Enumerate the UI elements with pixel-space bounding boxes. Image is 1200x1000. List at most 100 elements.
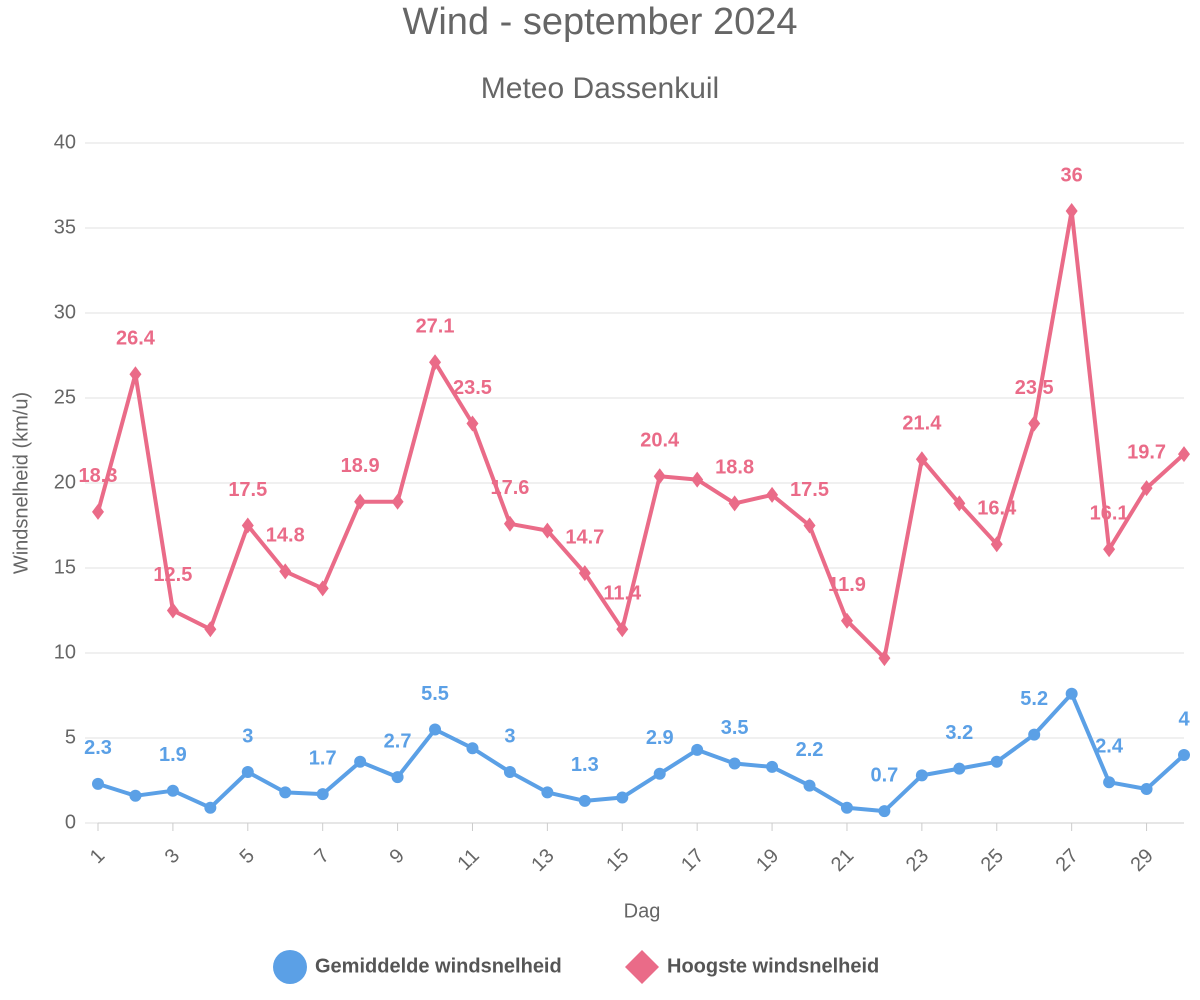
data-label: 23.5	[453, 377, 492, 399]
point	[503, 515, 516, 532]
x-tick-label: 7	[311, 845, 334, 868]
data-label: 19.7	[1127, 441, 1166, 463]
point	[241, 766, 254, 778]
point	[1028, 415, 1041, 432]
data-label: 1.3	[571, 754, 599, 776]
point	[653, 767, 666, 780]
chart-subtitle: Meteo Dassenkuil	[481, 72, 719, 105]
data-label: 2.2	[796, 739, 824, 761]
point	[766, 486, 779, 503]
point	[1065, 687, 1078, 700]
data-label: 3	[242, 725, 253, 747]
legend-marker	[273, 950, 307, 984]
point	[241, 517, 254, 534]
y-tick-label: 10	[54, 641, 76, 663]
data-label: 2.3	[84, 737, 112, 759]
series-line	[97, 691, 1186, 814]
data-label: 11.9	[828, 574, 866, 596]
data-label: 3	[504, 725, 515, 747]
data-label: 3.2	[945, 722, 973, 744]
point	[391, 493, 404, 510]
data-label: 36	[1061, 164, 1083, 186]
x-tick-label: 29	[1127, 845, 1158, 876]
y-axis-label: Windsnelheid (km/u)	[10, 392, 32, 574]
point	[429, 723, 442, 736]
data-label: 1.9	[159, 744, 187, 766]
data-label: 14.7	[565, 526, 604, 548]
point	[92, 503, 104, 520]
data-label: 17.5	[228, 479, 267, 501]
y-tick-label: 0	[65, 811, 76, 833]
data-label: 27.1	[416, 316, 455, 338]
point	[878, 805, 891, 818]
x-tick-label: 27	[1052, 845, 1083, 876]
chart-title: Wind - september 2024	[403, 1, 798, 43]
point	[354, 493, 367, 510]
point	[840, 801, 853, 814]
point	[129, 366, 142, 383]
data-label: 2.7	[384, 730, 412, 752]
data-label: 2.4	[1095, 735, 1124, 757]
data-label: 18.9	[341, 455, 380, 477]
data-label: 18.8	[715, 457, 754, 479]
data-label: 18.3	[79, 465, 118, 487]
series-line	[96, 209, 1186, 661]
data-label: 12.5	[153, 564, 192, 586]
y-tick-label: 40	[54, 131, 76, 153]
point	[429, 354, 442, 371]
point	[691, 471, 704, 488]
point	[92, 777, 104, 790]
point	[840, 612, 853, 629]
x-tick-label: 9	[385, 845, 408, 868]
legend-marker	[625, 950, 659, 984]
point	[1140, 783, 1153, 795]
x-tick-label: 13	[527, 845, 558, 876]
data-label: 16.1	[1090, 503, 1129, 525]
point	[990, 536, 1003, 553]
point	[878, 650, 891, 667]
x-tick-label: 17	[677, 845, 708, 876]
point	[1103, 776, 1116, 789]
point	[466, 742, 479, 755]
data-label: 0.7	[871, 764, 899, 786]
point	[541, 522, 554, 539]
x-tick-label: 1	[86, 845, 109, 868]
point	[616, 791, 629, 804]
point	[204, 621, 217, 638]
point	[316, 788, 329, 801]
point	[728, 757, 741, 770]
data-label: 2.9	[646, 727, 674, 749]
point	[279, 563, 292, 580]
point	[1178, 749, 1190, 761]
point	[1140, 480, 1153, 497]
data-label: 21.4	[902, 412, 942, 434]
x-tick-label: 25	[977, 845, 1008, 876]
x-tick-label: 21	[827, 845, 858, 876]
data-label: 5.2	[1020, 688, 1048, 710]
point	[803, 779, 816, 792]
data-label: 17.5	[790, 479, 829, 501]
data-label: 20.4	[640, 429, 680, 451]
point	[766, 760, 779, 773]
point	[316, 580, 329, 597]
point	[279, 786, 292, 799]
point	[204, 801, 217, 814]
data-label: 26.4	[116, 327, 156, 349]
legend-label: Hoogste windsnelheid	[667, 955, 879, 977]
point	[953, 762, 966, 775]
x-tick-label: 15	[602, 845, 633, 876]
data-label: 14.8	[266, 525, 305, 547]
x-axis-label: Dag	[624, 900, 661, 922]
data-label: 23.5	[1015, 377, 1054, 399]
x-tick-label: 3	[161, 845, 184, 868]
point	[354, 755, 367, 768]
point	[653, 468, 666, 485]
y-tick-label: 20	[54, 471, 76, 493]
point	[915, 769, 928, 782]
point	[466, 415, 479, 432]
y-tick-label: 25	[54, 386, 76, 408]
point	[541, 786, 554, 799]
point	[953, 495, 966, 512]
